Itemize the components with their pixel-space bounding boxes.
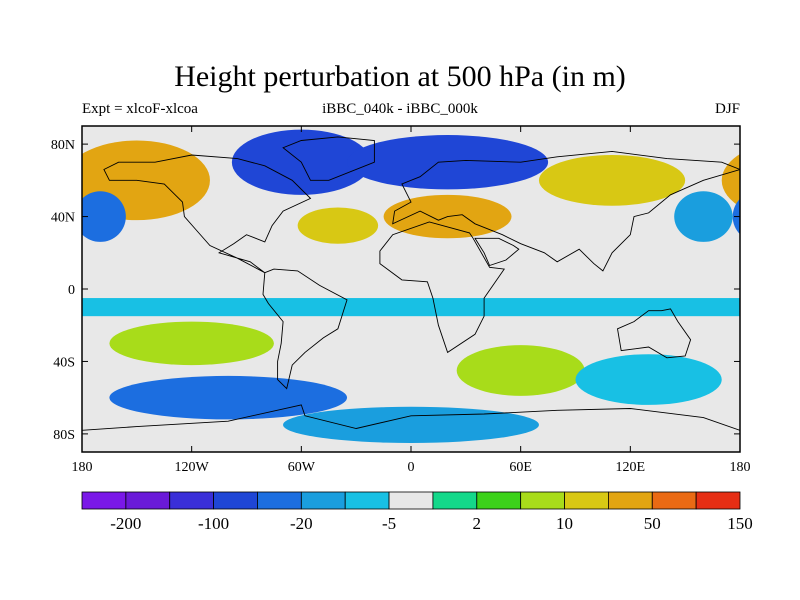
coastline-greenland <box>282 136 375 181</box>
field-blob-11 <box>109 321 274 366</box>
colorbar-swatch <box>608 491 653 510</box>
colorbar-swatch <box>651 491 697 510</box>
field-blob-12 <box>767 376 800 419</box>
coastline-north-america <box>103 154 312 274</box>
coastlines <box>82 136 740 452</box>
field-blob-14 <box>283 406 539 443</box>
field-blob-11 <box>767 322 800 365</box>
y-tick-label: 80N <box>51 138 75 153</box>
colorbar-swatch <box>388 491 434 510</box>
field-blob-12 <box>109 375 348 420</box>
field-blob-4 <box>82 191 126 242</box>
subtitle-season: DJF <box>714 101 740 117</box>
field-blob-15 <box>575 354 722 405</box>
colorbar-swatch <box>476 491 522 510</box>
axes: 180 120W 60W 0 60E 120E 180 80N 40N 0 40S 80S <box>51 126 751 475</box>
colorbar-swatch <box>169 491 215 510</box>
colorbar-swatch <box>564 491 609 510</box>
colorbar-label: -200 <box>110 514 141 533</box>
x-tick-label: 120W <box>175 460 210 475</box>
colorbar-label: 2 <box>473 514 482 533</box>
colorbar-swatch <box>300 491 346 510</box>
y-tick-label: 40S <box>53 355 75 370</box>
x-tick-label: 180 <box>72 460 93 475</box>
y-tick-label: 0 <box>68 283 75 298</box>
colorbar-label: -100 <box>198 514 229 533</box>
y-tick-label: 80S <box>53 428 75 443</box>
coastline-eurasia <box>392 150 740 272</box>
field-band-2 <box>82 298 740 317</box>
x-tick-label: 180 <box>730 460 751 475</box>
colorbar-swatch <box>125 491 171 510</box>
field-blob-3 <box>721 153 740 207</box>
field-blob-7 <box>297 207 379 244</box>
colorbar-label: -20 <box>290 514 313 533</box>
subtitle-experiment: Expt = xlcoF-xlcoa <box>82 101 198 117</box>
field-blob-9 <box>538 154 686 206</box>
field-blob-10 <box>674 191 733 242</box>
colorbar-swatch <box>344 491 390 510</box>
colorbar-label: 50 <box>644 514 661 533</box>
coastline-south-america <box>262 268 348 390</box>
colorbar-swatch <box>432 491 478 510</box>
x-tick-label: 60W <box>288 460 316 475</box>
colorbar-label: -5 <box>382 514 396 533</box>
colorbar-swatch <box>695 491 741 510</box>
y-tick-label: 40N <box>51 211 75 226</box>
colorbar-swatch <box>81 491 127 510</box>
colorbar-label: 150 <box>727 514 753 533</box>
field-blob-9 <box>0 155 27 206</box>
coastline-australia <box>616 308 692 359</box>
x-tick-label: 120E <box>616 460 646 475</box>
contour-field <box>0 126 800 452</box>
chart-title: Height perturbation at 500 hPa (in m) <box>174 60 626 93</box>
field-blob-13 <box>456 345 585 396</box>
x-tick-label: 0 <box>408 460 415 475</box>
subtitle-difference: iBBC_040k - iBBC_000k <box>322 101 478 117</box>
colorbar: -200 -100 -20 -5 2 10 50 150 <box>81 491 753 533</box>
colorbar-swatch <box>213 491 258 510</box>
coastline-arabia <box>474 237 520 267</box>
x-tick-label: 60E <box>509 460 532 475</box>
field-band-1 <box>82 234 740 257</box>
colorbar-swatch <box>520 491 565 510</box>
field-blob-6 <box>347 135 549 190</box>
coastline-antarctica <box>82 404 740 452</box>
colorbar-label: 10 <box>556 514 573 533</box>
colorbar-swatch <box>257 491 302 510</box>
coastline-africa <box>379 221 505 354</box>
